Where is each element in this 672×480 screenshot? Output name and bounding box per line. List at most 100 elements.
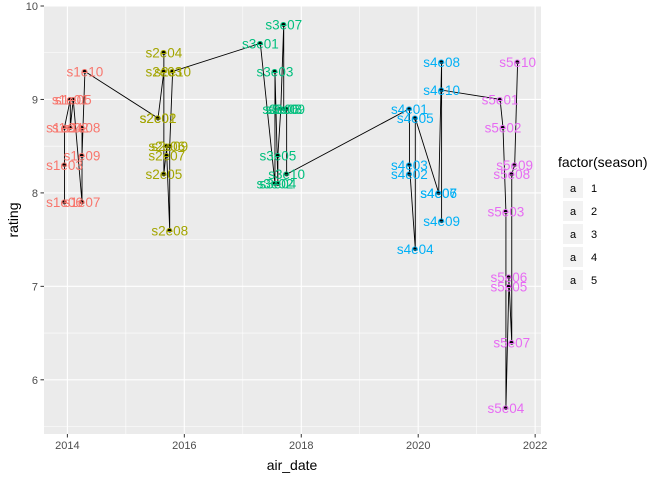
point-label-s3e10: s3e10 <box>268 167 305 182</box>
x-tick-label: 2018 <box>289 440 313 452</box>
point-label-s1e04: s1e04 <box>46 120 83 135</box>
data-point-s2e08 <box>167 228 172 233</box>
point-label-s2e10: s2e10 <box>154 64 191 79</box>
data-point-s1e07 <box>79 200 85 205</box>
episode-line <box>64 24 519 408</box>
y-axis-ticks: 6 7 8 9 10 <box>26 1 44 387</box>
point-label-s1e03: s1e03 <box>46 158 83 173</box>
data-point-s1e10 <box>82 69 88 74</box>
panel-background <box>44 6 541 434</box>
data-point-s4e05 <box>413 115 418 121</box>
x-axis-title: air_date <box>267 457 318 473</box>
point-label-s3e05: s3e05 <box>259 149 296 164</box>
point-label-s2e07: s2e07 <box>148 149 185 164</box>
legend-key-bg <box>563 270 583 290</box>
data-point-s3e07 <box>281 22 286 27</box>
point-label-s5e09: s5e09 <box>496 158 533 173</box>
point-label-s2e08: s2e08 <box>151 223 188 238</box>
data-point-s4e01 <box>407 106 412 111</box>
data-point-s4e02 <box>407 172 412 177</box>
x-tick-label: 2022 <box>523 440 547 452</box>
point-label-s2e06: s2e06 <box>148 139 185 154</box>
point-label-s1e05: s1e05 <box>55 92 92 107</box>
point-label-s5e01: s5e01 <box>482 92 519 107</box>
point-label-s2e09: s2e09 <box>151 139 188 154</box>
legend-title: factor(season) <box>558 154 647 170</box>
data-point-s4e03 <box>407 162 412 168</box>
legend: factor(season) a 1 a 2 a 3 a 4 a 5 <box>558 154 647 290</box>
point-label-s1e06: s1e06 <box>46 195 83 210</box>
point-label-s4e08: s4e08 <box>423 55 460 70</box>
data-point-s5e09 <box>512 162 517 168</box>
data-point-s2e07 <box>164 153 169 158</box>
data-point-s5e02 <box>500 125 506 130</box>
data-point-s3e05 <box>275 153 281 158</box>
data-point-s5e06 <box>506 274 512 280</box>
data-point-s5e07 <box>509 340 514 345</box>
legend-key-bg <box>563 201 583 221</box>
point-label-s4e03: s4e03 <box>391 158 428 173</box>
point-label-s4e07: s4e07 <box>420 186 457 201</box>
legend-label-5: 5 <box>591 275 597 287</box>
point-label-s3e08: s3e08 <box>265 102 302 117</box>
legend-label-2: 2 <box>591 206 597 218</box>
x-tick-label: 2020 <box>406 440 430 452</box>
point-label-s1e07: s1e07 <box>64 195 101 210</box>
y-tick-label: 10 <box>26 1 38 13</box>
legend-key-2: a <box>570 206 577 218</box>
major-gridlines <box>44 5 541 434</box>
point-label-s5e08: s5e08 <box>493 167 530 182</box>
data-points <box>62 22 520 411</box>
point-label-s1e08: s1e08 <box>64 120 101 135</box>
data-point-s3e09 <box>284 106 289 111</box>
point-label-s3e06: s3e06 <box>262 102 299 117</box>
legend-label-1: 1 <box>591 183 597 195</box>
point-label-s5e06: s5e06 <box>490 270 527 285</box>
data-point-s2e02 <box>155 115 161 121</box>
legend-key-bg <box>563 224 583 244</box>
point-label-s4e04: s4e04 <box>397 242 434 257</box>
point-label-s3e03: s3e03 <box>257 64 294 79</box>
legend-key-3: a <box>570 229 577 241</box>
data-point-s5e04 <box>503 405 509 411</box>
point-label-s1e01: s1e01 <box>52 92 89 107</box>
point-label-s5e04: s5e04 <box>488 401 525 416</box>
y-tick-label: 7 <box>32 281 38 293</box>
data-point-s4e07 <box>436 190 441 196</box>
episode-connecting-line <box>64 24 519 408</box>
data-point-s1e05 <box>71 97 76 102</box>
data-point-s1e04 <box>62 125 67 130</box>
data-point-s5e05 <box>506 284 512 289</box>
point-label-s2e02: s2e02 <box>140 111 177 126</box>
data-point-s3e01 <box>258 41 263 46</box>
minor-gridlines <box>44 6 541 434</box>
point-label-s1e02: s1e02 <box>52 120 89 135</box>
point-label-s2e03: s2e03 <box>145 64 182 79</box>
legend-label-3: 3 <box>591 229 597 241</box>
data-point-s1e09 <box>79 153 85 158</box>
data-point-s3e03 <box>272 69 278 74</box>
point-label-s3e02: s3e02 <box>257 177 294 192</box>
point-label-s3e07: s3e07 <box>265 18 302 33</box>
data-point-s2e04 <box>161 50 167 55</box>
point-label-s2e04: s2e04 <box>145 46 182 61</box>
legend-key-4: a <box>570 252 577 264</box>
point-label-s4e02: s4e02 <box>391 167 428 182</box>
data-point-s5e03 <box>503 209 509 214</box>
point-label-s3e04: s3e04 <box>259 177 296 192</box>
point-label-s2e01: s2e01 <box>140 111 177 126</box>
point-label-s5e03: s5e03 <box>488 205 525 220</box>
data-point-s4e09 <box>439 218 444 224</box>
data-point-s4e04 <box>413 246 418 252</box>
point-label-s1e10: s1e10 <box>67 64 104 79</box>
y-tick-label: 6 <box>32 375 38 387</box>
point-label-s3e01: s3e01 <box>242 36 279 51</box>
data-point-s2e05 <box>161 172 167 177</box>
point-label-s5e05: s5e05 <box>490 279 527 294</box>
data-point-s1e03 <box>62 162 67 168</box>
data-point-s4e10 <box>439 87 444 93</box>
legend-key-1: a <box>570 183 577 195</box>
point-label-s5e07: s5e07 <box>493 335 530 350</box>
